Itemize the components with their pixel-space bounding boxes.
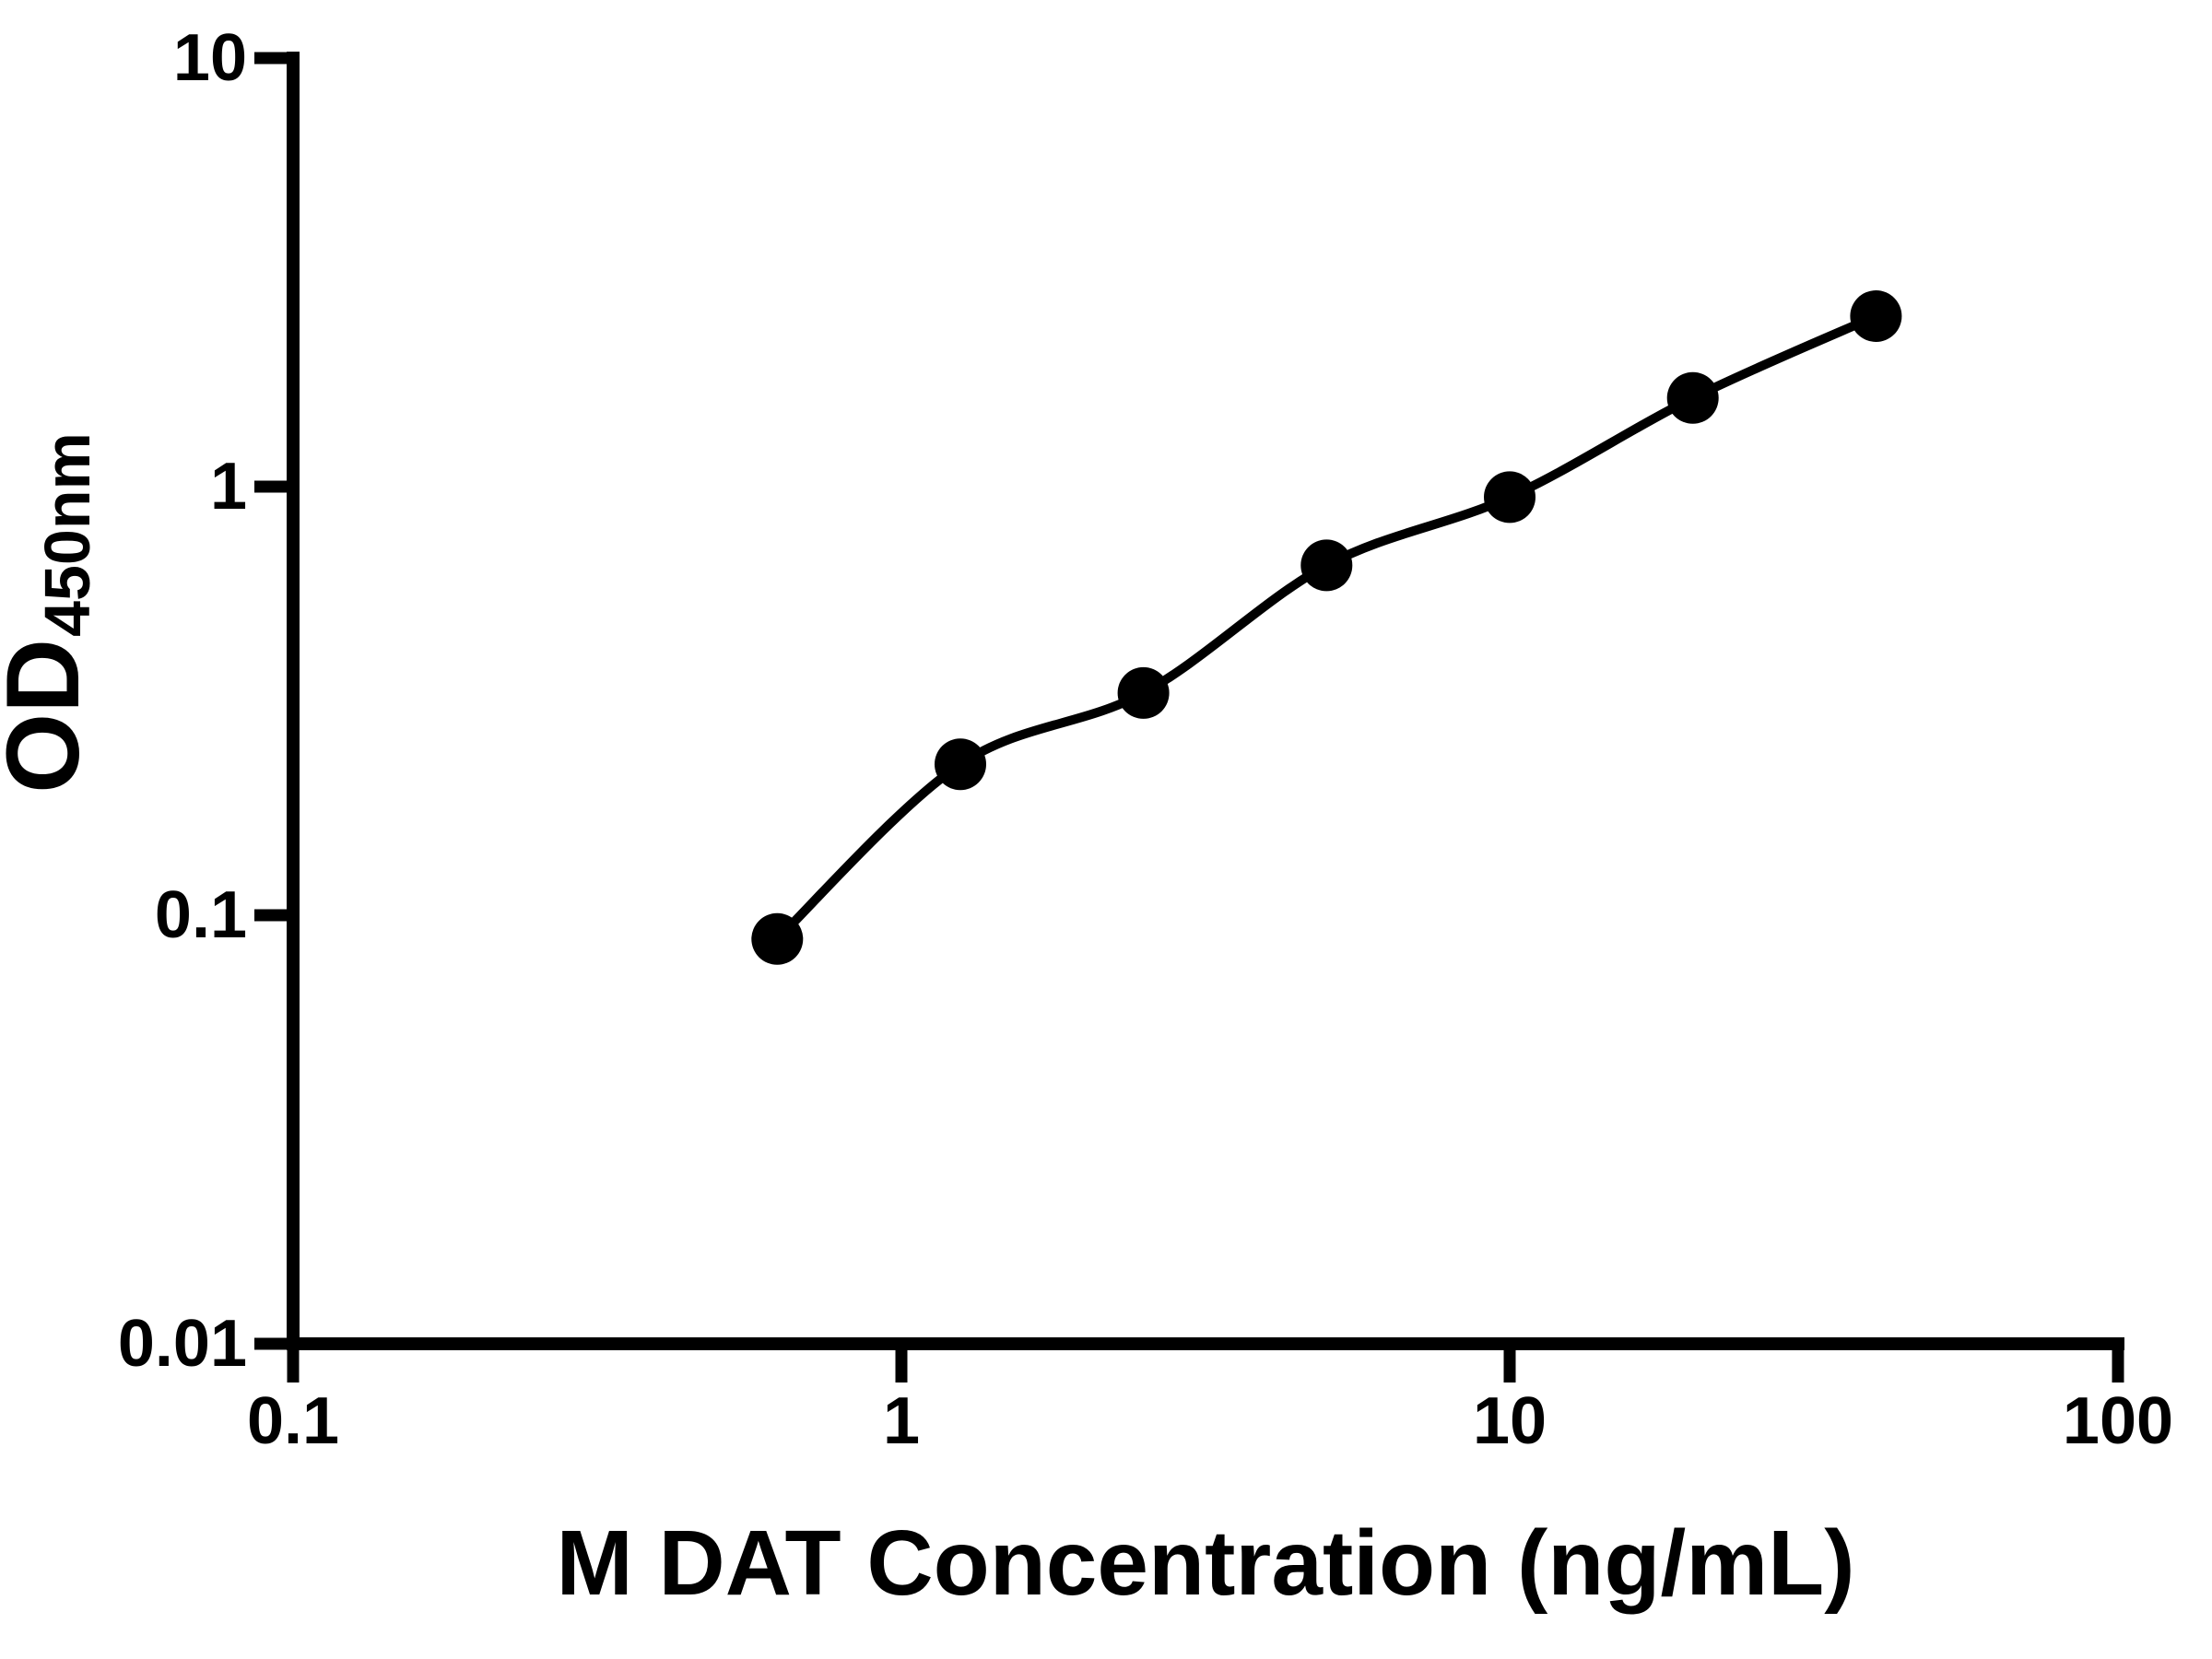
- data-point: [1850, 290, 1902, 342]
- y-axis-title: OD450nm: [0, 432, 103, 794]
- x-axis: 0.1 1 10 100: [247, 1344, 2173, 1458]
- data-point: [935, 738, 986, 791]
- x-tick-label: 10: [1473, 1384, 1547, 1458]
- axes: [287, 52, 2124, 1350]
- data-points: [751, 290, 1902, 965]
- y-axis: 0.01 0.1 1 10: [118, 21, 293, 1381]
- y-tick-label: 0.01: [118, 1307, 247, 1381]
- y-tick-label: 0.1: [155, 878, 247, 952]
- y-axis-title-subscript: 450nm: [31, 432, 103, 637]
- y-tick-label: 1: [210, 450, 247, 524]
- y-axis-title-main: OD: [0, 639, 100, 794]
- y-tick-label: 10: [173, 21, 247, 95]
- x-tick-label: 0.1: [247, 1384, 339, 1458]
- x-tick-label: 1: [883, 1384, 920, 1458]
- x-axis-title: M DAT Concentration (ng/mL): [556, 1512, 1854, 1615]
- data-point: [751, 912, 804, 965]
- data-point: [1666, 371, 1719, 424]
- data-point: [1484, 471, 1535, 524]
- data-point: [1300, 539, 1353, 592]
- data-point: [1117, 666, 1170, 719]
- x-tick-label: 100: [2063, 1384, 2173, 1458]
